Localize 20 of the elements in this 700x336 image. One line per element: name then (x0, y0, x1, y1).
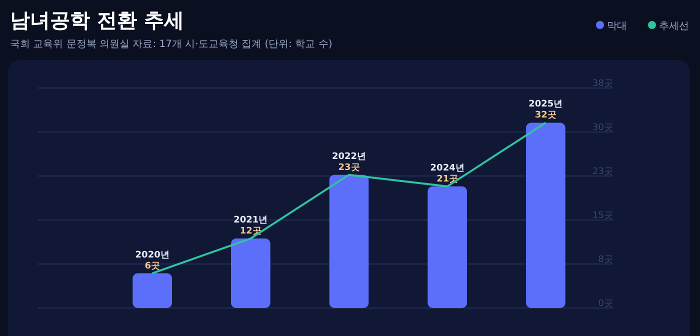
y-tick-label: 38곳 (592, 79, 613, 89)
chart-subtitle: 국회 교육위 문정복 의원실 자료: 17개 시·도교육청 집계 (단위: 학교 수) (10, 39, 332, 50)
x-tick-label: 2021년 (234, 216, 268, 226)
x-tick-label: 2020년 (135, 250, 170, 260)
data-label: 6곳 (144, 261, 160, 272)
x-tick-label: 2024년 (430, 163, 464, 174)
data-label: 12곳 (240, 226, 262, 237)
chart-title: 남녀공학 전환 추세 (10, 8, 184, 32)
data-label: 23곳 (338, 162, 360, 173)
y-tick-label: 23곳 (592, 167, 613, 177)
y-tick-label: 15곳 (592, 211, 613, 221)
y-tick-label: 30곳 (592, 123, 613, 133)
data-label: 32곳 (534, 110, 556, 121)
data-label: 21곳 (436, 174, 458, 184)
x-tick-label: 2022년 (332, 152, 366, 162)
x-tick-label: 2025년 (528, 100, 563, 110)
y-tick-label: 0곳 (598, 299, 613, 309)
legend-label: 추세선 (659, 21, 689, 32)
legend-label: 막대 (607, 21, 627, 32)
y-tick-label: 8곳 (598, 255, 613, 265)
